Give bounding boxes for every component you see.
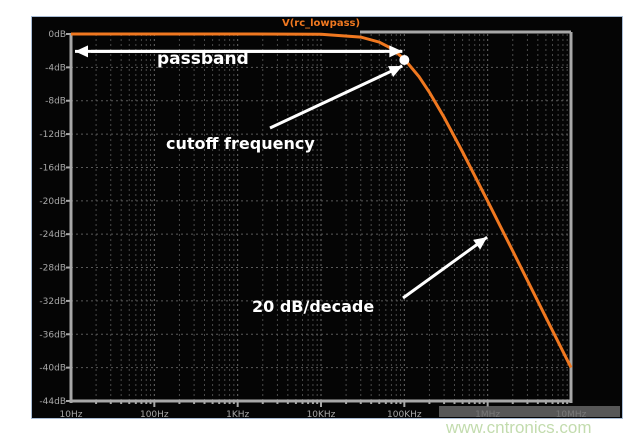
y-tick-label: -36dB — [39, 330, 66, 340]
x-tick-label: 100Hz — [140, 410, 169, 420]
passband-arrow-right-head — [389, 45, 403, 58]
y-tick-label: -28dB — [39, 264, 66, 274]
y-tick-label: -4dB — [45, 63, 66, 73]
series-line — [71, 32, 573, 369]
y-tick-label: -32dB — [39, 297, 66, 307]
y-tick-label: -20dB — [39, 197, 66, 207]
x-tick-label: 10KHz — [307, 410, 336, 420]
y-tick-label: -16dB — [39, 163, 66, 173]
y-tick-label: -44dB — [39, 397, 66, 407]
y-tick-label: 0dB — [48, 30, 66, 40]
watermark: www.cntronics.com — [446, 418, 592, 437]
x-tick-label: 100KHz — [387, 410, 422, 420]
x-tick-label: 10Hz — [60, 410, 83, 420]
chart-title: V(rc_lowpass) — [282, 18, 360, 29]
slope-label: 20 dB/decade — [252, 297, 374, 316]
slope-arrow — [402, 235, 489, 300]
cutoff-arrow-head — [388, 66, 403, 77]
y-tick-label: -8dB — [45, 97, 66, 107]
y-tick-label: -40dB — [39, 364, 66, 374]
x-tick-label: 1KHz — [226, 410, 249, 420]
cutoff-point — [399, 55, 410, 66]
passband-arrow-left-head — [75, 45, 88, 58]
watermark-bar — [439, 406, 620, 417]
y-tick-label: -24dB — [39, 230, 66, 240]
cutoff-arrow — [269, 64, 403, 130]
cutoff-label: cutoff frequency — [166, 134, 315, 153]
passband-label: passband — [157, 49, 249, 69]
y-tick-label: -12dB — [39, 130, 66, 140]
slope-arrow-head — [473, 237, 488, 250]
chart-panel — [31, 16, 623, 419]
